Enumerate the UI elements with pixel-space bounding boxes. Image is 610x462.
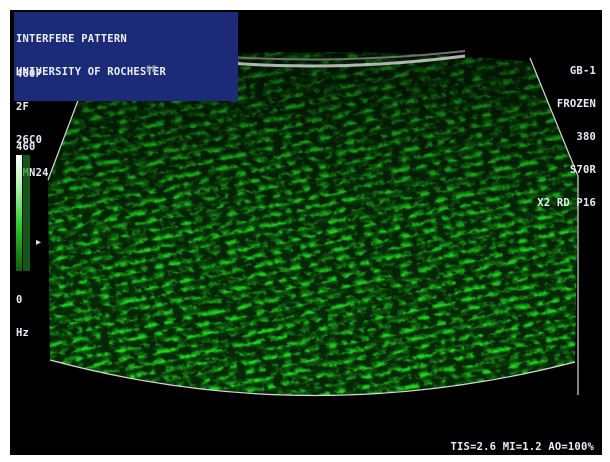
param-line: FROZEN [556,98,596,110]
param-line: GB-1 [569,65,596,77]
param-line: 380 [576,131,596,143]
sector-image [47,50,579,397]
title-line-2: UNIVERSITY OF ROCHESTER [16,66,166,78]
flow-region [48,52,578,396]
color-scale-bar [16,155,30,271]
scale-marker-icon: ▸ [36,237,42,248]
param-line: S70R [569,164,596,176]
velocity-scale-max: 460 [16,141,36,153]
param-line: 2F [16,101,30,113]
depth-marker: 8E [146,65,158,75]
param-line: X2 RD P16 [537,197,596,209]
left-parameters: 460P 2F 26C0 IMN24 [16,47,49,201]
ultrasound-screen: INTERFERE PATTERN UNIVERSITY OF ROCHESTE… [10,10,602,455]
title-block: INTERFERE PATTERN UNIVERSITY OF ROCHESTE… [14,12,238,101]
velocity-scale-min: 0 Hz [16,273,42,361]
param-line: 26C0 [16,134,43,146]
scale-bottom-value: 0 [16,294,23,306]
title-line-1: INTERFERE PATTERN [16,33,127,45]
scale-bottom-unit: Hz [16,327,30,339]
footer-indices: TIS=2.6 MI=1.2 AO=100% [450,441,594,453]
param-line: IMN24 [16,167,49,179]
right-parameters: GB-1 FROZEN 380 S70R X2 RD P16 [537,44,596,231]
param-line: 460P [16,68,43,80]
